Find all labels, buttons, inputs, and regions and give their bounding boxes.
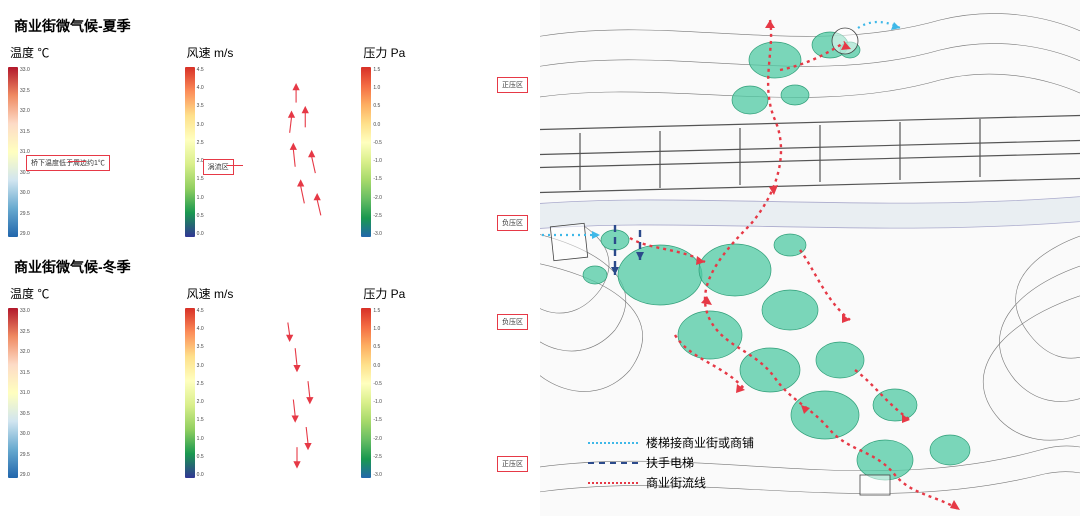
legend-escalator: 扶手电梯 [588, 454, 754, 471]
temp-ticks: 33.032.532.031.531.030.530.029.529.0 [20, 67, 32, 237]
wind-ticks: 4.54.03.53.02.52.01.51.00.50.0 [197, 67, 209, 237]
river [540, 195, 1080, 230]
legend-flow: 商业街流线 [588, 474, 754, 491]
winter-temp-col: 温度 ℃ 33.032.532.031.531.030.530.029.529.… [8, 285, 179, 484]
winter-row: 温度 ℃ 33.032.532.031.531.030.530.029.529.… [8, 285, 532, 484]
pres-neg-callout: 负压区 [497, 215, 528, 231]
summer-pres-shape: 正压区 负压区 [385, 63, 532, 243]
pres-ticks-w: 1.51.00.50.0-0.5-1.0-1.5-2.0-2.5-3.0 [373, 308, 385, 478]
summer-pres-col: 压力 Pa 1.51.00.50.0-0.5-1.0-1.5-2.0-2.5-3… [361, 44, 532, 243]
wind-ticks-w: 4.54.03.53.02.52.01.51.00.50.0 [197, 308, 209, 478]
summer-title: 商业街微气候-夏季 [14, 16, 532, 36]
wind-callout: 涡流区 [203, 159, 234, 175]
temp-ticks-w: 33.032.532.031.531.030.530.029.529.0 [20, 308, 32, 478]
winter-title: 商业街微气候-冬季 [14, 257, 532, 277]
temp-colorbar [8, 67, 18, 237]
temp-label: 温度 ℃ [10, 44, 179, 61]
summer-row: 温度 ℃ 33.032.532.031.531.030.530.029.529.… [8, 44, 532, 243]
pres-colorbar [361, 67, 371, 237]
wind-colorbar [185, 67, 195, 237]
legend-stair: 楼梯接商业街或商铺 [588, 434, 754, 451]
summer-wind-shape: 涡流区 [209, 63, 356, 243]
temp-callout: 桥下温度低于周边约1℃ [26, 155, 110, 171]
pres-ticks: 1.51.00.50.0-0.5-1.0-1.5-2.0-2.5-3.0 [373, 67, 385, 237]
site-plan-panel: 楼梯接商业街或商铺 扶手电梯 商业街流线 [540, 0, 1080, 516]
microclimate-panel: 商业街微气候-夏季 温度 ℃ 33.032.532.031.531.030.53… [0, 0, 540, 516]
wind-arrows [288, 84, 320, 215]
pres-label: 压力 Pa [363, 44, 532, 61]
wind-label: 风速 m/s [187, 44, 356, 61]
bridge [540, 115, 1080, 193]
winter-wind-col: 风速 m/s 4.54.03.53.02.52.01.51.00.50.0 [185, 285, 356, 484]
wind-arrows-winter [287, 322, 313, 467]
pres-pos-callout: 正压区 [497, 77, 528, 93]
summer-temp-shape: 桥下温度低于周边约1℃ [32, 63, 179, 243]
summer-temp-col: 温度 ℃ 33.032.532.031.531.030.530.029.529.… [8, 44, 179, 243]
winter-pres-col: 压力 Pa 1.51.00.50.0-0.5-1.0-1.5-2.0-2.5-3… [361, 285, 532, 484]
summer-wind-col: 风速 m/s 4.54.03.53.02.52.01.51.00.50.0 [185, 44, 356, 243]
legend: 楼梯接商业街或商铺 扶手电梯 商业街流线 [588, 431, 754, 494]
